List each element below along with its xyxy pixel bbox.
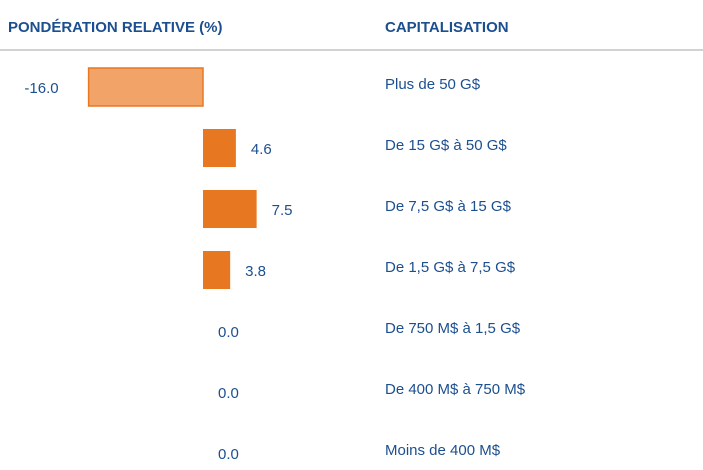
category-label: De 400 M$ à 750 M$ <box>385 381 526 398</box>
category-label: Plus de 50 G$ <box>385 76 481 93</box>
value-label: 0.0 <box>218 324 239 341</box>
category-header: CAPITALISATION <box>385 19 509 36</box>
bar <box>203 251 231 289</box>
category-label: De 7,5 G$ à 15 G$ <box>385 198 512 215</box>
value-label: 4.6 <box>251 141 272 158</box>
value-label: 0.0 <box>218 385 239 402</box>
value-label: -16.0 <box>24 80 58 97</box>
category-label: De 750 M$ à 1,5 G$ <box>385 320 521 337</box>
value-header: PONDÉRATION RELATIVE (%) <box>8 19 222 36</box>
category-label: De 1,5 G$ à 7,5 G$ <box>385 259 516 276</box>
value-label: 0.0 <box>218 446 239 463</box>
category-label: De 15 G$ à 50 G$ <box>385 137 507 154</box>
value-label: 7.5 <box>272 202 293 219</box>
bar <box>87 67 204 107</box>
bar <box>203 190 257 228</box>
bar <box>203 129 236 167</box>
value-label: 3.8 <box>245 263 266 280</box>
category-label: Moins de 400 M$ <box>385 442 501 459</box>
